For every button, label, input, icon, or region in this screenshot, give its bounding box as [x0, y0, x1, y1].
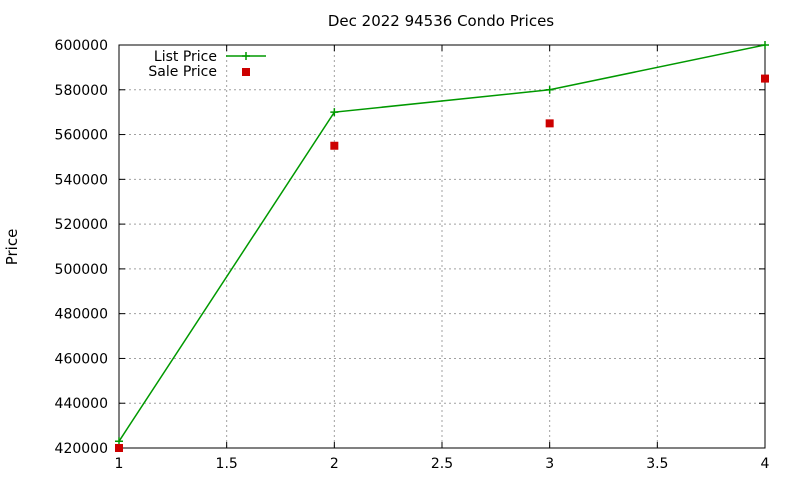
list-price-point	[115, 437, 123, 446]
sale-price-point	[115, 444, 123, 452]
y-tick-label: 420000	[55, 441, 108, 457]
x-tick-label: 2.5	[431, 456, 453, 472]
axis-ticks: 420000 440000 460000 480000 500000 520000 5400…	[55, 38, 770, 472]
sale-price-point	[761, 74, 769, 83]
plot-area-border	[118, 44, 766, 449]
legend-label-sale-price: Sale Price	[148, 64, 217, 80]
list-price-point	[761, 41, 769, 49]
legend-marker-sale-price	[242, 68, 250, 76]
y-tick-label: 560000	[55, 128, 108, 144]
grid	[119, 45, 765, 448]
sale-price-point	[330, 141, 339, 150]
list-price-point	[545, 85, 554, 94]
legend-marker-list-price	[242, 52, 250, 60]
y-tick-label: 600000	[55, 38, 108, 54]
legend-label-list-price: List Price	[154, 49, 217, 65]
y-tick-label: 520000	[55, 217, 108, 233]
sale-price-point	[545, 119, 554, 128]
x-tick-label: 3.5	[646, 456, 668, 472]
y-tick-label: 540000	[55, 172, 108, 188]
y-tick-label: 580000	[55, 83, 108, 99]
y-tick-label: 440000	[55, 396, 108, 412]
x-tick-label: 1.5	[216, 456, 238, 472]
y-axis-title: Price	[3, 229, 21, 266]
chart-title: Dec 2022 94536 Condo Prices	[328, 12, 554, 30]
x-tick-label: 1	[115, 456, 124, 472]
x-tick-label: 4	[761, 456, 770, 472]
x-tick-label: 2	[330, 456, 339, 472]
y-tick-label: 500000	[55, 262, 108, 278]
y-tick-label: 460000	[55, 351, 108, 367]
y-tick-label: 480000	[55, 307, 108, 323]
list-price-line	[118, 44, 766, 442]
series-layer	[115, 41, 769, 452]
x-tick-label: 3	[545, 456, 554, 472]
list-price-point	[330, 108, 339, 117]
